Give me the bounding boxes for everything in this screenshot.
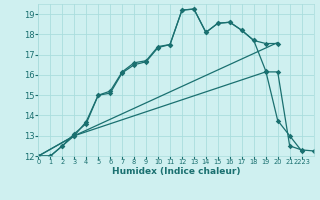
X-axis label: Humidex (Indice chaleur): Humidex (Indice chaleur) <box>112 167 240 176</box>
